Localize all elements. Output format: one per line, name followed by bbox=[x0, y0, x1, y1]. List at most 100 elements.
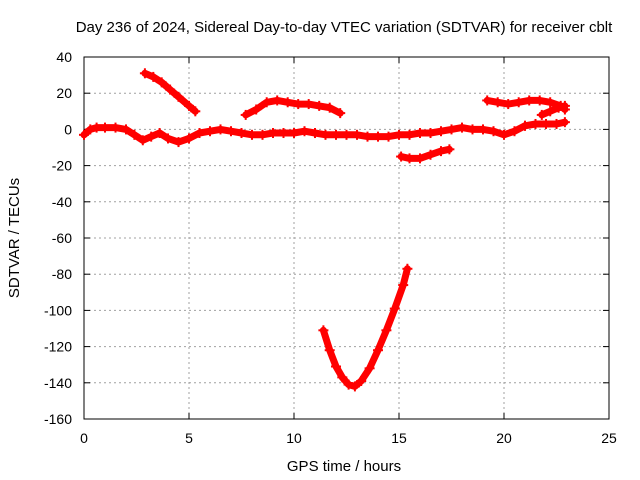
data-point bbox=[482, 95, 493, 106]
data-point bbox=[289, 128, 299, 139]
y-tick-label: -100 bbox=[44, 302, 72, 318]
data-point bbox=[415, 128, 425, 139]
data-point bbox=[261, 97, 272, 108]
data-point bbox=[272, 95, 283, 106]
data-point bbox=[247, 129, 257, 140]
y-tick-label: 40 bbox=[56, 49, 72, 65]
data-point bbox=[524, 95, 535, 106]
data-point bbox=[165, 84, 176, 95]
data-point bbox=[373, 345, 383, 356]
data-point bbox=[331, 129, 341, 140]
data-point bbox=[121, 124, 131, 135]
series-arc-2 bbox=[184, 124, 320, 144]
data-point bbox=[530, 118, 541, 129]
data-point bbox=[478, 124, 488, 135]
data-point bbox=[236, 128, 247, 139]
y-tick-label: -120 bbox=[44, 339, 72, 355]
series-arc-6 bbox=[240, 95, 346, 120]
data-point bbox=[85, 124, 96, 135]
data-point bbox=[467, 124, 478, 135]
data-point bbox=[425, 149, 436, 160]
data-point bbox=[156, 77, 167, 88]
data-point bbox=[303, 99, 314, 110]
data-point bbox=[173, 91, 184, 102]
data-point bbox=[324, 345, 335, 356]
data-point bbox=[389, 303, 400, 314]
data-point bbox=[404, 153, 415, 164]
data-point bbox=[146, 131, 157, 142]
data-point bbox=[436, 126, 446, 137]
data-point bbox=[251, 104, 262, 115]
data-point bbox=[520, 120, 530, 131]
grid bbox=[84, 57, 609, 419]
data-point bbox=[299, 126, 310, 137]
series-arc-10 bbox=[318, 263, 413, 392]
data-point bbox=[226, 126, 236, 137]
data-point bbox=[425, 128, 436, 139]
y-tick-label: -60 bbox=[52, 230, 72, 246]
data-point bbox=[503, 99, 514, 110]
data-point bbox=[282, 97, 293, 108]
data-point bbox=[534, 95, 545, 106]
y-tick-label: 0 bbox=[64, 121, 72, 137]
data-point bbox=[240, 109, 251, 120]
x-tick-labels: 0 5 10 15 20 25 bbox=[80, 430, 617, 446]
data-point bbox=[268, 128, 278, 139]
data-point bbox=[398, 280, 409, 291]
data-point bbox=[373, 131, 383, 142]
data-point bbox=[310, 128, 320, 139]
data-point bbox=[349, 381, 360, 392]
series-arc-1 bbox=[79, 122, 194, 148]
data-point bbox=[184, 100, 194, 111]
data-point bbox=[100, 122, 110, 133]
data-point bbox=[396, 151, 407, 162]
chart-title: Day 236 of 2024, Sidereal Day-to-day VTE… bbox=[76, 19, 613, 36]
data-point bbox=[184, 133, 194, 144]
data-point bbox=[137, 135, 148, 146]
data-point bbox=[402, 263, 413, 274]
data-point bbox=[446, 124, 457, 135]
data-point bbox=[415, 153, 425, 164]
data-point bbox=[139, 68, 150, 79]
tick-marks bbox=[83, 56, 610, 420]
data-point bbox=[559, 117, 570, 128]
data-point bbox=[293, 99, 304, 110]
y-tick-label: -20 bbox=[52, 158, 72, 174]
data-point bbox=[488, 126, 499, 137]
y-tick-label: -160 bbox=[44, 411, 72, 427]
data-point bbox=[362, 131, 373, 142]
data-point bbox=[163, 133, 173, 144]
data-point bbox=[394, 129, 404, 140]
data-point bbox=[324, 102, 335, 113]
data-point bbox=[513, 97, 524, 108]
data-point bbox=[318, 325, 329, 336]
x-tick-label: 5 bbox=[185, 430, 193, 446]
data-point bbox=[545, 97, 556, 108]
data-point bbox=[343, 379, 354, 390]
y-tick-label: -40 bbox=[52, 194, 72, 210]
x-tick-label: 15 bbox=[391, 430, 407, 446]
data-point bbox=[173, 137, 184, 148]
series-arc-4 bbox=[520, 117, 570, 131]
data-point bbox=[383, 131, 394, 142]
data-point bbox=[509, 126, 520, 137]
data-point bbox=[444, 144, 455, 155]
series-arc-9 bbox=[396, 144, 455, 164]
data-point bbox=[91, 122, 102, 133]
data-point bbox=[492, 97, 503, 108]
data-point bbox=[553, 102, 564, 113]
data-point bbox=[457, 122, 467, 133]
data-point bbox=[499, 129, 509, 140]
data-point bbox=[436, 146, 446, 157]
data-point bbox=[335, 108, 346, 119]
data-point bbox=[154, 128, 165, 139]
data-point bbox=[341, 129, 352, 140]
y-tick-label: 20 bbox=[56, 85, 72, 101]
y-axis-title: SDTVAR / TECUs bbox=[6, 178, 23, 298]
data-point bbox=[320, 129, 331, 140]
data-point bbox=[314, 100, 325, 111]
data-point bbox=[331, 361, 341, 372]
data-point bbox=[79, 129, 89, 140]
